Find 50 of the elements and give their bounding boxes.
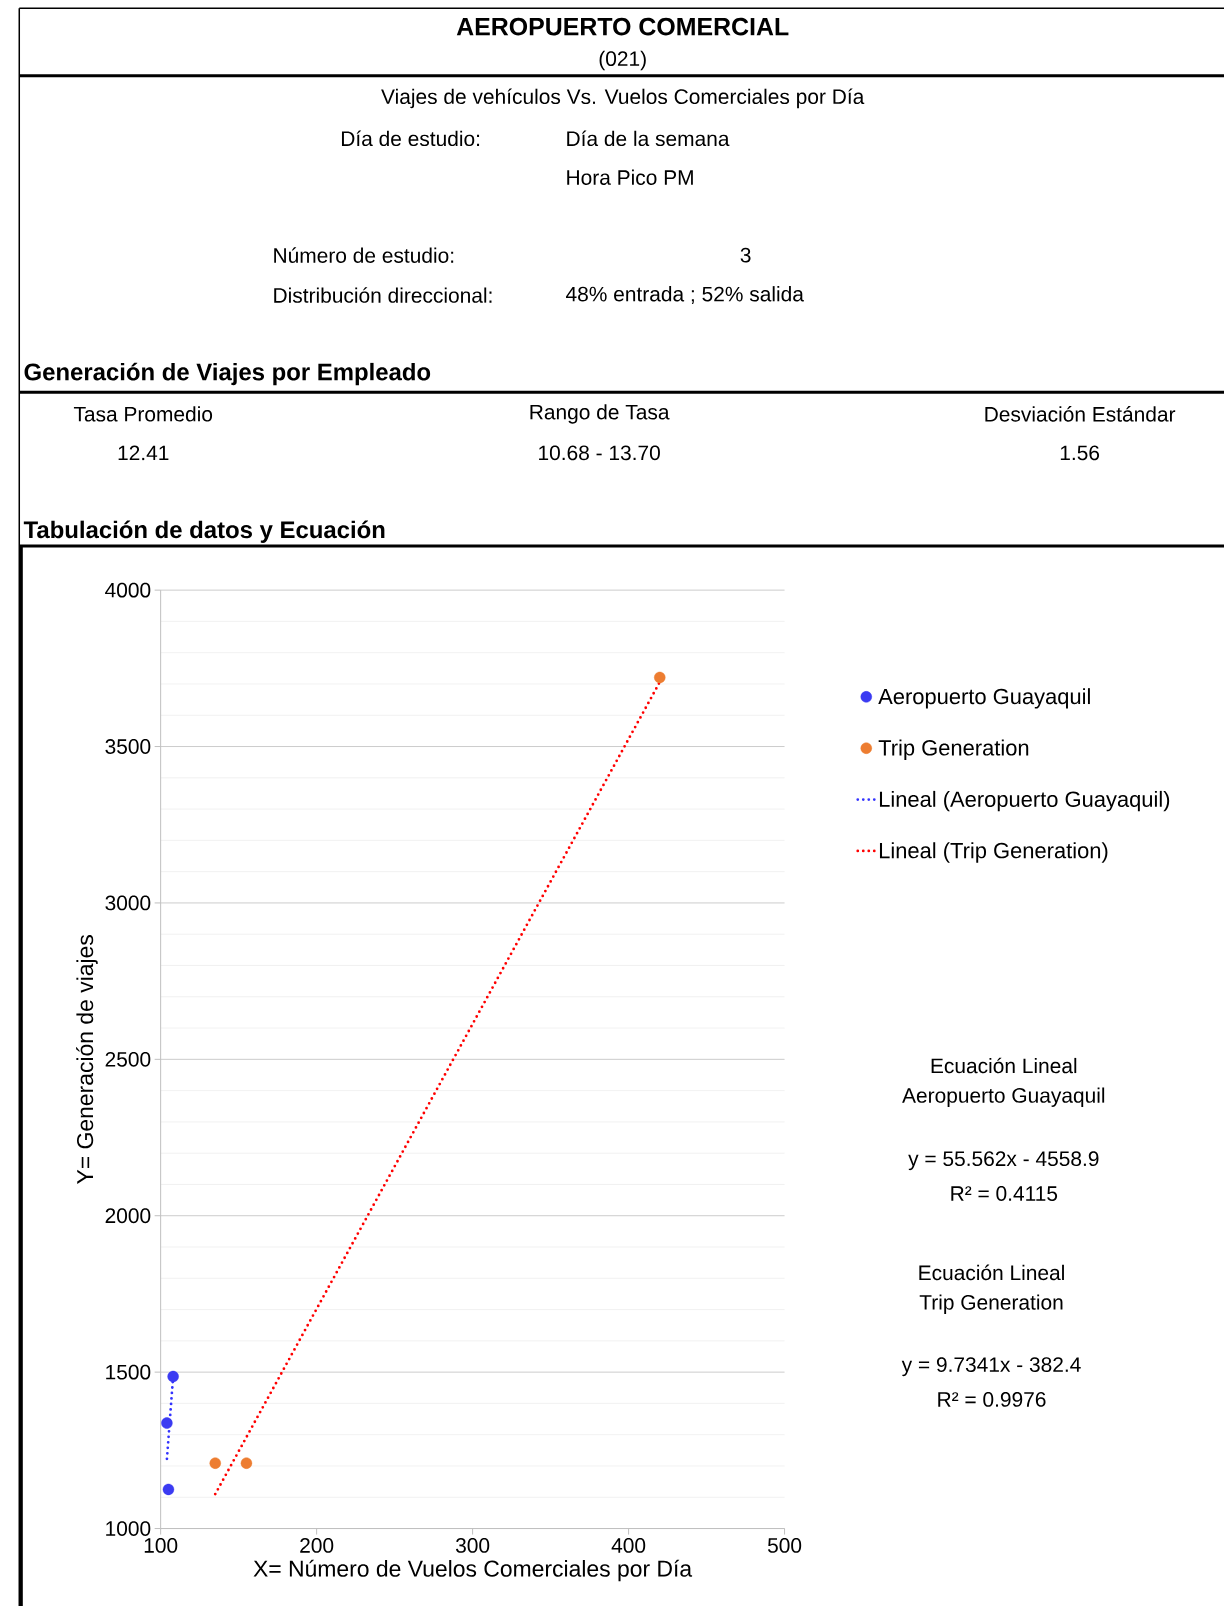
- text: Distribución direccional:: [274, 287, 492, 303]
- legend-label: Lineal (Trip Generation): [879, 842, 1108, 863]
- text: Viajes de vehículos Vs. Vuelos Comerciales por Día: [381, 88, 865, 109]
- point: [654, 671, 666, 684]
- chart-title: AEROPUERTO COMERCIAL: [456, 17, 789, 36]
- text: Desviación Estándar: [985, 406, 1176, 422]
- y-tick-label: 2500: [105, 1051, 151, 1067]
- text: 48% entrada ; 52% salida: [565, 286, 804, 304]
- text: Número de estudio:: [274, 247, 454, 263]
- legend-label: Trip Generation: [878, 739, 1029, 760]
- point: [209, 1457, 221, 1469]
- text: R² = 0.9976: [938, 1392, 1046, 1407]
- text: Día de la semana: [567, 130, 730, 147]
- x-tick-label: 500: [767, 1538, 802, 1553]
- text: 1.56: [1060, 445, 1100, 461]
- text: Ecuación Lineal: [919, 1264, 1064, 1281]
- text: Rango de Tasa: [530, 404, 670, 424]
- x-tick-label: 200: [300, 1538, 334, 1553]
- text: 3: [740, 247, 751, 263]
- legend-label: Lineal (Aeropuerto Guayaquil): [879, 790, 1170, 812]
- x-tick-label: 100: [144, 1538, 178, 1553]
- text: Aeropuerto Guayaquil: [902, 1087, 1105, 1107]
- legend-label: Aeropuerto Guayaquil: [878, 688, 1090, 709]
- text: R² = 0.4115: [951, 1186, 1058, 1201]
- text: Hora Pico PM: [567, 169, 693, 185]
- text: 12.41: [118, 445, 169, 461]
- text: Tasa Promedio: [73, 406, 213, 422]
- x-axis-title: X= Número de Vuelos Comerciales por Día: [253, 1559, 693, 1582]
- text: 10.68 - 13.70: [539, 445, 660, 461]
- text: y = 9.7341x - 382.4: [901, 1357, 1081, 1377]
- y-tick-label: 3000: [105, 895, 151, 911]
- y-tick-label: 1500: [106, 1364, 151, 1380]
- point: [240, 1457, 253, 1469]
- point: [167, 1370, 179, 1383]
- y-tick-label: 4000: [105, 582, 151, 598]
- text: y = 55.562x - 4558.9: [908, 1151, 1099, 1171]
- point: [161, 1417, 173, 1429]
- x-tick-label: 300: [455, 1538, 490, 1553]
- point: [162, 1483, 175, 1496]
- text: Ecuación Lineal: [931, 1057, 1077, 1074]
- y-tick-label: 3500: [105, 739, 151, 754]
- y-tick-label: 2000: [105, 1208, 151, 1224]
- y-axis-title: Y= Generación de viajes: [76, 935, 98, 1184]
- text: Día de estudio:: [341, 130, 480, 147]
- chart-subtitle: (021): [599, 50, 646, 71]
- text: Generación de Viajes por Empleado: [24, 362, 431, 386]
- y-tick-label: 1000: [106, 1521, 151, 1536]
- x-tick-label: 400: [611, 1538, 646, 1553]
- text: Tabulación de datos y Ecuación: [23, 520, 385, 543]
- text: Trip Generation: [919, 1294, 1063, 1314]
